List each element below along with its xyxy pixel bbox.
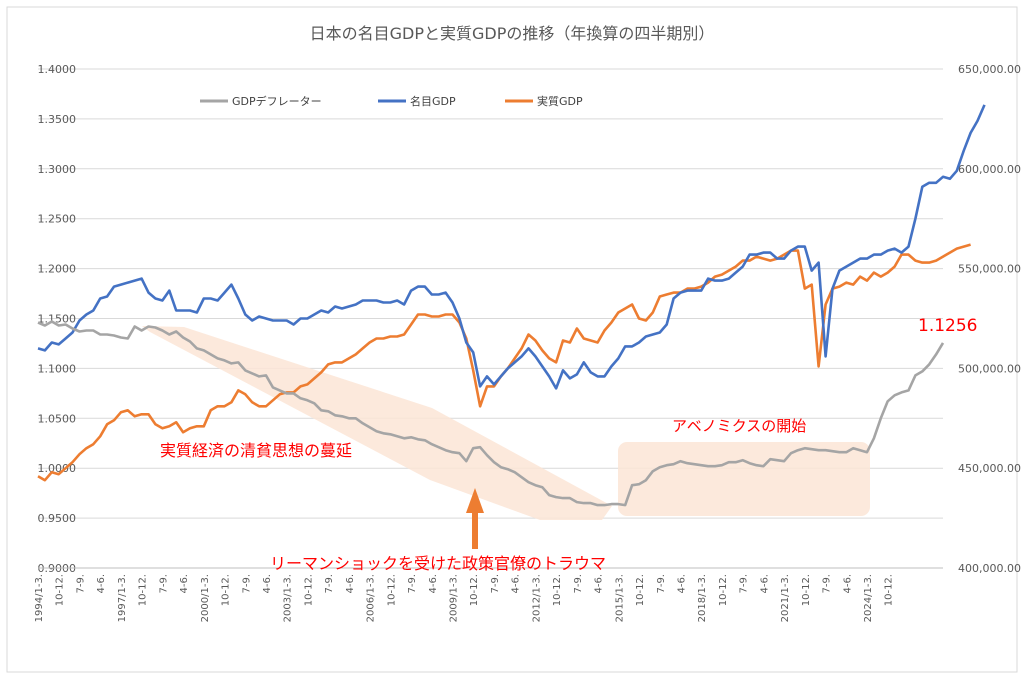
lehman-arrow bbox=[466, 488, 484, 549]
annotations: 1.1256 実質経済の清貧思想の蔓延 リーマンショックを受けた政策官僚のトラウ… bbox=[160, 316, 977, 573]
x-tick-label: 2006/1-3. bbox=[366, 574, 377, 622]
right-axis: 400,000.00 450,000.00 500,000.00 550,000.00… bbox=[958, 63, 1021, 575]
right-tick-label: 450,000.00 bbox=[958, 462, 1021, 475]
x-tick-label: 10-12. bbox=[138, 574, 149, 606]
x-tick-label: 4-6. bbox=[428, 574, 439, 594]
legend: GDPデフレーター 名目GDP 実質GDP bbox=[200, 94, 583, 108]
x-tick-label: 1997/1-3. bbox=[117, 574, 128, 622]
left-tick-label: 1.0500 bbox=[38, 412, 77, 425]
x-tick-label: 10-12. bbox=[386, 574, 397, 606]
series-lines bbox=[37, 104, 986, 507]
series-line-nominal-gdp bbox=[37, 104, 986, 390]
x-tick-label: 7-9. bbox=[739, 574, 750, 594]
left-tick-label: 1.1500 bbox=[38, 313, 77, 326]
left-tick-label: 0.9500 bbox=[38, 512, 77, 525]
abenomics-highlight bbox=[618, 442, 870, 516]
x-tick-label: 10-12. bbox=[469, 574, 480, 606]
x-tick-label: 2021/1-3. bbox=[780, 574, 791, 622]
x-tick-label: 7-9. bbox=[324, 574, 335, 594]
chart-title: 日本の名目GDPと実質GDPの推移（年換算の四半期別） bbox=[310, 24, 715, 43]
x-tick-label: 7-9. bbox=[407, 574, 418, 594]
x-tick-label: 2024/1-3. bbox=[863, 574, 874, 622]
right-tick-label: 650,000.00 bbox=[958, 63, 1021, 76]
x-tick-label: 10-12. bbox=[801, 574, 812, 606]
x-tick-label: 4-6. bbox=[262, 574, 273, 594]
left-tick-label: 1.3000 bbox=[38, 163, 77, 176]
x-tick-label: 10-12. bbox=[884, 574, 895, 606]
left-tick-label: 1.2000 bbox=[38, 263, 77, 276]
annotation-text-2: リーマンショックを受けた政策官僚のトラウマ bbox=[270, 554, 606, 573]
x-tick-label: 7-9. bbox=[573, 574, 584, 594]
x-tick-label: 7-9. bbox=[822, 574, 833, 594]
x-tick-label: 7-9. bbox=[158, 574, 169, 594]
annotation-text-3: アベノミクスの開始 bbox=[672, 417, 806, 435]
annotation-text-1: 実質経済の清貧思想の蔓延 bbox=[160, 441, 352, 460]
right-tick-label: 600,000.00 bbox=[958, 163, 1021, 176]
legend-label-nominal: 名目GDP bbox=[410, 94, 456, 108]
left-tick-label: 1.1000 bbox=[38, 362, 77, 375]
left-tick-label: 1.2500 bbox=[38, 213, 77, 226]
x-tick-label: 2018/1-3. bbox=[697, 574, 708, 622]
series-line-deflator bbox=[37, 320, 945, 507]
x-tick-label: 4-6. bbox=[842, 574, 853, 594]
x-tick-label: 10-12. bbox=[221, 574, 232, 606]
x-tick-label: 7-9. bbox=[656, 574, 667, 594]
x-tick-label: 2000/1-3. bbox=[200, 574, 211, 622]
x-tick-label: 7-9. bbox=[241, 574, 252, 594]
x-tick-label: 10-12. bbox=[718, 574, 729, 606]
x-tick-label: 10-12. bbox=[552, 574, 563, 606]
x-tick-label: 2009/1-3. bbox=[449, 574, 460, 622]
x-tick-label: 4-6. bbox=[345, 574, 356, 594]
legend-label-real: 実質GDP bbox=[537, 94, 583, 108]
x-tick-label: 2003/1-3. bbox=[283, 574, 294, 622]
x-tick-label: 7-9. bbox=[490, 574, 501, 594]
x-tick-label: 4-6. bbox=[759, 574, 770, 594]
left-tick-label: 1.4000 bbox=[38, 63, 77, 76]
x-tick-label: 2015/1-3. bbox=[614, 574, 625, 622]
legend-label-deflator: GDPデフレーター bbox=[232, 94, 322, 108]
x-axis: 1994/1-3. 10-12. 7-9. 4-6. 1997/1-3. 10-12. 7-… bbox=[34, 567, 943, 622]
x-tick-label: 10-12. bbox=[303, 574, 314, 606]
x-tick-label: 10-12. bbox=[635, 574, 646, 606]
x-tick-label: 4-6. bbox=[179, 574, 190, 594]
x-tick-label: 2012/1-3. bbox=[531, 574, 542, 622]
left-tick-label: 1.3500 bbox=[38, 113, 77, 126]
x-tick-label: 4-6. bbox=[594, 574, 605, 594]
right-tick-label: 500,000.00 bbox=[958, 362, 1021, 375]
deflator-decline-highlight bbox=[142, 326, 612, 520]
x-tick-label: 4-6. bbox=[676, 574, 687, 594]
x-tick-label: 7-9. bbox=[75, 574, 86, 594]
x-tick-label: 10-12. bbox=[55, 574, 66, 606]
x-tick-label: 1994/1-3. bbox=[34, 574, 45, 622]
right-tick-label: 400,000.00 bbox=[958, 562, 1021, 575]
x-tick-label: 4-6. bbox=[511, 574, 522, 594]
left-tick-label: 1.0000 bbox=[38, 462, 77, 475]
deflator-value-label: 1.1256 bbox=[918, 316, 977, 336]
right-tick-label: 550,000.00 bbox=[958, 263, 1021, 276]
x-tick-label: 4-6. bbox=[96, 574, 107, 594]
